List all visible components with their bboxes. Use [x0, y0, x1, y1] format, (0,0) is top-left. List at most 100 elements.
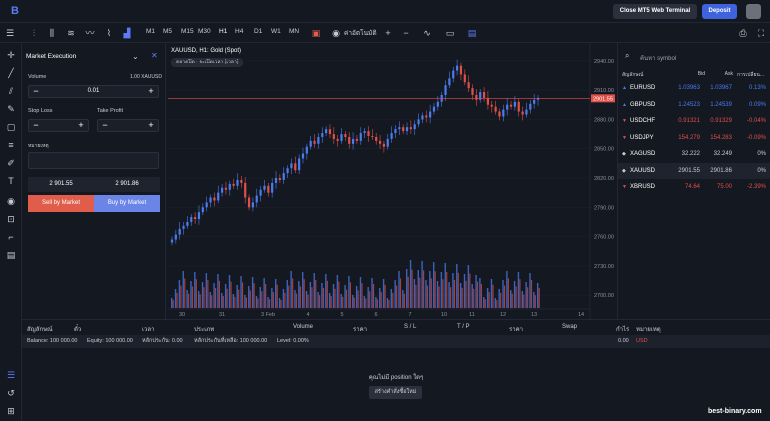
- close-terminal-button[interactable]: Close MT5 Web Terminal: [613, 4, 697, 19]
- area-chart-icon[interactable]: ⌇: [106, 28, 112, 38]
- timeframe-m15[interactable]: M15: [181, 28, 194, 35]
- volume-bar: [190, 281, 192, 308]
- ask-value: 1.24539: [710, 101, 732, 108]
- channel-icon[interactable]: ⫽: [8, 86, 13, 96]
- journal-icon[interactable]: ⊞: [7, 406, 15, 416]
- sell-button[interactable]: Sell by Market: [28, 195, 94, 212]
- positions-header[interactable]: สัญลักษณ์: [27, 327, 53, 333]
- chevron-down-icon[interactable]: ⌄: [132, 52, 139, 61]
- comment-input[interactable]: [28, 152, 159, 169]
- watchlist-row[interactable]: ▼ XBRUSD 74.64 75.00 -2.39%: [618, 179, 770, 195]
- volume-label: Volume: [28, 74, 47, 80]
- timeframe-w1[interactable]: W1: [271, 28, 281, 35]
- minus-icon[interactable]: −: [33, 120, 39, 130]
- screenshot-icon[interactable]: ⎙: [739, 28, 747, 38]
- create-order-button[interactable]: สร้างคำสั่งซื้อใหม่: [369, 386, 422, 399]
- text-icon[interactable]: T: [8, 176, 14, 186]
- volume-bar: [402, 290, 404, 308]
- positions-header[interactable]: S / L: [404, 324, 417, 330]
- positions-header[interactable]: กำไร: [616, 327, 630, 333]
- indicator-label[interactable]: ค่าอัตโนมัติ: [344, 30, 377, 37]
- deposit-button[interactable]: Deposit: [702, 4, 737, 19]
- buy-button[interactable]: Buy by Market: [94, 195, 160, 212]
- minus-icon[interactable]: −: [102, 120, 108, 130]
- crosshair-icon[interactable]: ✛: [7, 50, 15, 60]
- fibonacci-icon[interactable]: ≡: [8, 140, 14, 150]
- line-chart-icon[interactable]: 〰: [85, 28, 95, 38]
- eye-icon[interactable]: ◉: [7, 196, 15, 206]
- positions-header[interactable]: ราคา: [509, 327, 523, 333]
- watchlist-row[interactable]: ▼ USDJPY 154.279 154.283 -0.09%: [618, 130, 770, 146]
- zoom-in-icon[interactable]: +: [385, 28, 391, 38]
- mountain-chart-icon[interactable]: ▟: [123, 28, 131, 38]
- positions-header[interactable]: Volume: [293, 324, 314, 330]
- timeframe-m5[interactable]: M5: [163, 28, 173, 35]
- notes-icon[interactable]: ▤: [467, 28, 477, 38]
- orders-list-icon[interactable]: ☰: [6, 370, 16, 380]
- volume-bar: [490, 279, 493, 308]
- plus-icon[interactable]: +: [148, 86, 154, 96]
- timeframe-h4[interactable]: H4: [235, 28, 244, 35]
- timeframe-mn[interactable]: MN: [289, 28, 300, 35]
- stop-loss-stepper[interactable]: − +: [28, 119, 89, 132]
- order-panel: Market Execution ⌄ ✕ Volume 1.00 XAUUSD …: [22, 43, 166, 319]
- timeframe-m30[interactable]: M30: [198, 28, 211, 35]
- watchlist-row[interactable]: ▲ GBPUSD 1.24523 1.24539 0.09%: [618, 97, 770, 113]
- template-icon[interactable]: ▭: [445, 28, 455, 38]
- chart-canvas[interactable]: 2940.00 2910.00 2880.00 2850.00 2820.00 2790.…: [166, 43, 616, 319]
- volume-stepper[interactable]: − 0.01 +: [28, 85, 159, 98]
- order-type-select[interactable]: Market Execution: [26, 53, 77, 60]
- magnet-icon[interactable]: ⌐: [8, 232, 14, 242]
- indicator-flag-icon[interactable]: ▣: [311, 28, 321, 38]
- watchlist-row[interactable]: ▼ USDCHF 0.91321 0.91329 -0.04%: [618, 113, 770, 129]
- price-chart[interactable]: XAUUSD, H1: Gold (Spot) ตลาดปิด · จะเปิด…: [166, 43, 616, 319]
- volume-bar: [506, 271, 508, 308]
- positions-header[interactable]: ประเภท: [194, 327, 215, 333]
- timeframe-d1[interactable]: D1: [254, 28, 263, 35]
- watchlist-row[interactable]: ◆ XAGUSD 32.222 32.249 0%: [618, 146, 770, 162]
- lock-icon[interactable]: ⊡: [7, 214, 15, 224]
- candle-body: [186, 221, 189, 226]
- timeframe-m1[interactable]: M1: [146, 28, 156, 35]
- plus-icon[interactable]: +: [148, 120, 154, 130]
- volume-bar: [448, 282, 450, 308]
- watchlist-row[interactable]: ◆ XAUUSD 2901.55 2901.86 0%: [618, 162, 770, 179]
- symbol-search-input[interactable]: ค้นหา symbol: [640, 56, 677, 62]
- bars-icon[interactable]: ≋: [67, 28, 75, 38]
- history-icon[interactable]: ↺: [7, 388, 15, 398]
- avatar[interactable]: [746, 4, 761, 19]
- change-value: 0%: [757, 167, 766, 174]
- positions-header[interactable]: T / P: [457, 324, 470, 330]
- close-icon[interactable]: ✕: [151, 51, 158, 60]
- candle-body: [413, 124, 416, 130]
- fullscreen-icon[interactable]: ⛶: [757, 28, 765, 38]
- positions-header[interactable]: เวลา: [142, 327, 155, 333]
- watchlist-row[interactable]: ▲ EURUSD 1.03963 1.03967 0.13%: [618, 80, 770, 96]
- candle-body: [251, 202, 255, 208]
- menu-icon[interactable]: ☰: [5, 28, 15, 38]
- indicators-wave-icon[interactable]: ∿: [423, 28, 431, 38]
- timeframe-h1[interactable]: H1: [219, 28, 228, 35]
- delete-icon[interactable]: ▤: [6, 250, 16, 260]
- plus-icon[interactable]: +: [78, 120, 84, 130]
- candle-body: [278, 178, 281, 180]
- rectangle-icon[interactable]: ▢: [6, 122, 16, 132]
- positions-header[interactable]: Swap: [562, 324, 578, 330]
- candles-icon[interactable]: ⫼: [49, 28, 55, 38]
- candle-body: [455, 65, 459, 71]
- direction-icon: ▼: [622, 118, 627, 124]
- candle-body: [309, 140, 312, 147]
- positions-header[interactable]: ตั๋ว: [74, 327, 82, 333]
- positions-header[interactable]: หมายเหตุ: [636, 327, 661, 333]
- brush-icon[interactable]: ✐: [7, 158, 15, 168]
- trendline-icon[interactable]: ╱: [8, 68, 14, 78]
- take-profit-stepper[interactable]: − +: [97, 119, 159, 132]
- zoom-out-icon[interactable]: −: [403, 28, 409, 38]
- indicator-icon[interactable]: ◉: [332, 28, 340, 38]
- minus-icon[interactable]: −: [33, 86, 39, 96]
- chart-settings-icon[interactable]: ⫶: [32, 28, 36, 38]
- volume-value[interactable]: 0.01: [87, 88, 100, 94]
- pen-icon[interactable]: ✎: [7, 104, 15, 114]
- volume-bar: [357, 290, 359, 308]
- positions-header[interactable]: ราคา: [353, 327, 367, 333]
